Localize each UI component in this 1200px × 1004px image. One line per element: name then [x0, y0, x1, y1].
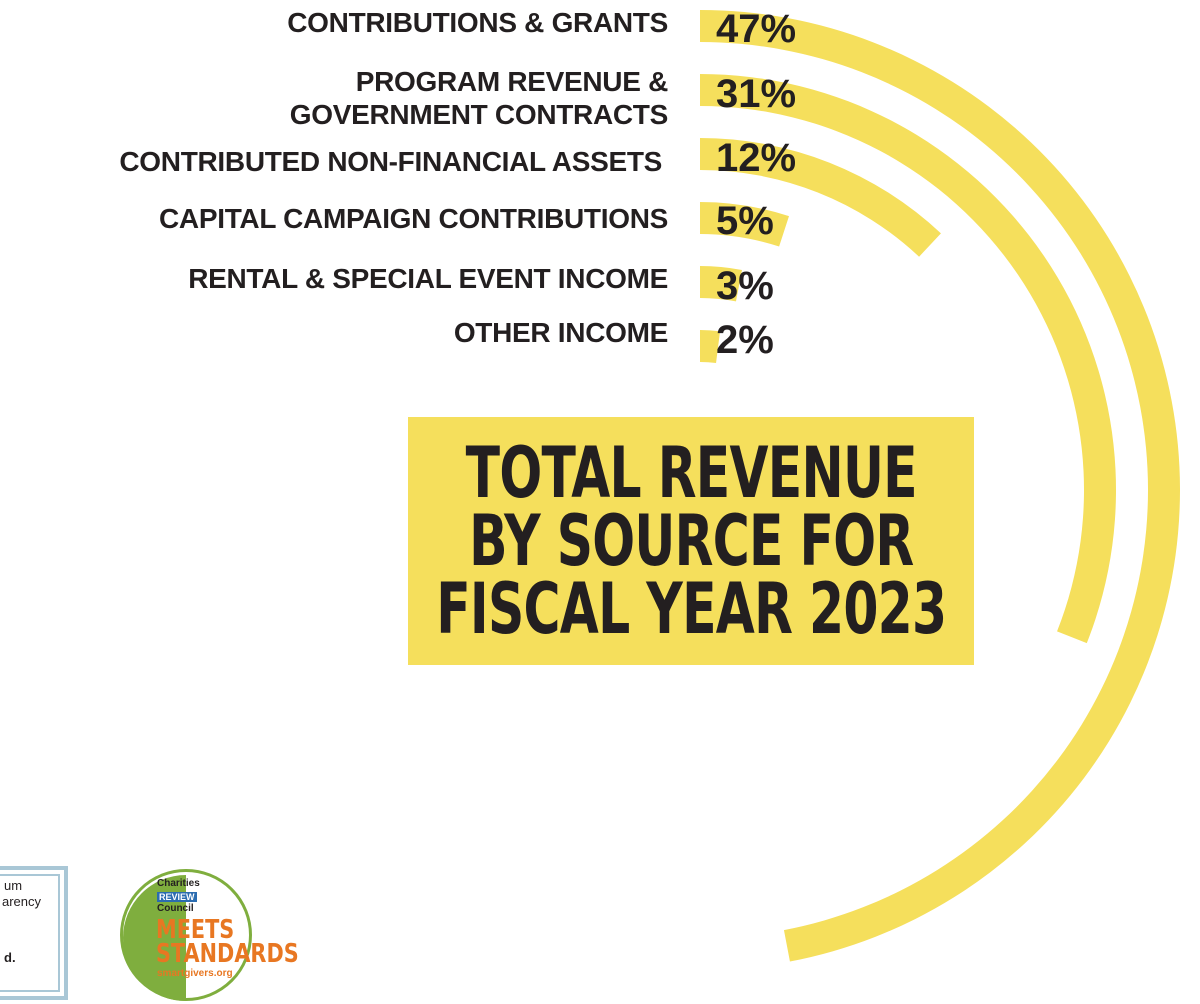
category-label-non-financial: CONTRIBUTED NON-FINANCIAL ASSETS	[119, 146, 662, 177]
radial-bar-rental	[700, 266, 742, 302]
seal-text-1: um	[4, 878, 23, 893]
crc-line1: Charities	[157, 878, 200, 889]
value-label-other: 2%	[716, 318, 774, 362]
seal-text-3: d.	[4, 950, 16, 965]
crc-url: smartgivers.org	[157, 968, 233, 979]
crc-standards: STANDARDS	[156, 939, 299, 969]
category-label-contributions: CONTRIBUTIONS & GRANTS	[287, 7, 668, 38]
crc-line2: REVIEW	[157, 892, 197, 902]
transparency-seal-badge: um arency d.	[0, 866, 68, 1000]
radial-bar-capital-campaign	[700, 202, 789, 247]
value-label-capital-campaign: 5%	[716, 199, 774, 243]
chart-title-box: TOTAL REVENUE BY SOURCE FOR FISCAL YEAR …	[408, 417, 974, 665]
crc-meets: MEETS	[156, 915, 235, 945]
category-label-other: OTHER INCOME	[453, 317, 668, 348]
badge-ring-icon	[123, 875, 186, 1001]
chart-title: TOTAL REVENUE BY SOURCE FOR FISCAL YEAR …	[435, 432, 947, 650]
value-label-program-revenue: 31%	[716, 72, 797, 116]
crc-line3: Council	[157, 903, 194, 914]
value-label-rental: 3%	[716, 264, 774, 308]
seal-text-2: arency	[2, 894, 42, 909]
category-label-capital-campaign: CAPITAL CAMPAIGN CONTRIBUTIONS	[159, 203, 668, 234]
radial-bar-other	[700, 330, 721, 364]
radial-bar-non-financial	[700, 138, 941, 257]
category-label-rental: RENTAL & SPECIAL EVENT INCOME	[188, 263, 668, 294]
value-label-non-financial: 12%	[716, 136, 797, 180]
radial-bar-program-revenue	[700, 74, 1116, 644]
charities-review-council-badge: Charities REVIEW Council MEETS STANDARDS…	[120, 869, 299, 1001]
value-label-contributions: 47%	[716, 7, 797, 51]
category-label-program-revenue: PROGRAM REVENUE & GOVERNMENT CONTRACTS	[289, 66, 669, 130]
